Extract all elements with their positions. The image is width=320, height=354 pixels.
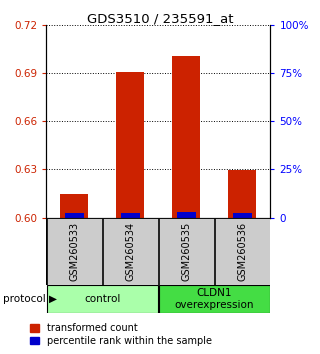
Text: GSM260533: GSM260533 <box>69 222 79 281</box>
Bar <box>60 194 88 218</box>
Legend: transformed count, percentile rank within the sample: transformed count, percentile rank withi… <box>30 324 212 346</box>
FancyBboxPatch shape <box>215 218 270 285</box>
FancyBboxPatch shape <box>159 285 270 313</box>
Text: GDS3510 / 235591_at: GDS3510 / 235591_at <box>87 12 233 25</box>
Text: CLDN1
overexpression: CLDN1 overexpression <box>175 288 254 310</box>
Text: GSM260534: GSM260534 <box>125 222 135 281</box>
Bar <box>65 213 84 218</box>
Text: GSM260535: GSM260535 <box>181 222 191 281</box>
Bar <box>228 170 256 218</box>
FancyBboxPatch shape <box>103 218 158 285</box>
Text: GSM260536: GSM260536 <box>237 222 247 281</box>
FancyBboxPatch shape <box>47 218 102 285</box>
Bar <box>116 72 144 218</box>
FancyBboxPatch shape <box>47 285 158 313</box>
FancyBboxPatch shape <box>46 218 270 285</box>
Bar <box>121 212 140 218</box>
FancyBboxPatch shape <box>159 218 214 285</box>
Text: protocol ▶: protocol ▶ <box>3 294 57 304</box>
Bar <box>172 56 200 218</box>
Text: control: control <box>84 294 121 304</box>
Bar <box>177 212 196 218</box>
Bar <box>233 213 252 218</box>
